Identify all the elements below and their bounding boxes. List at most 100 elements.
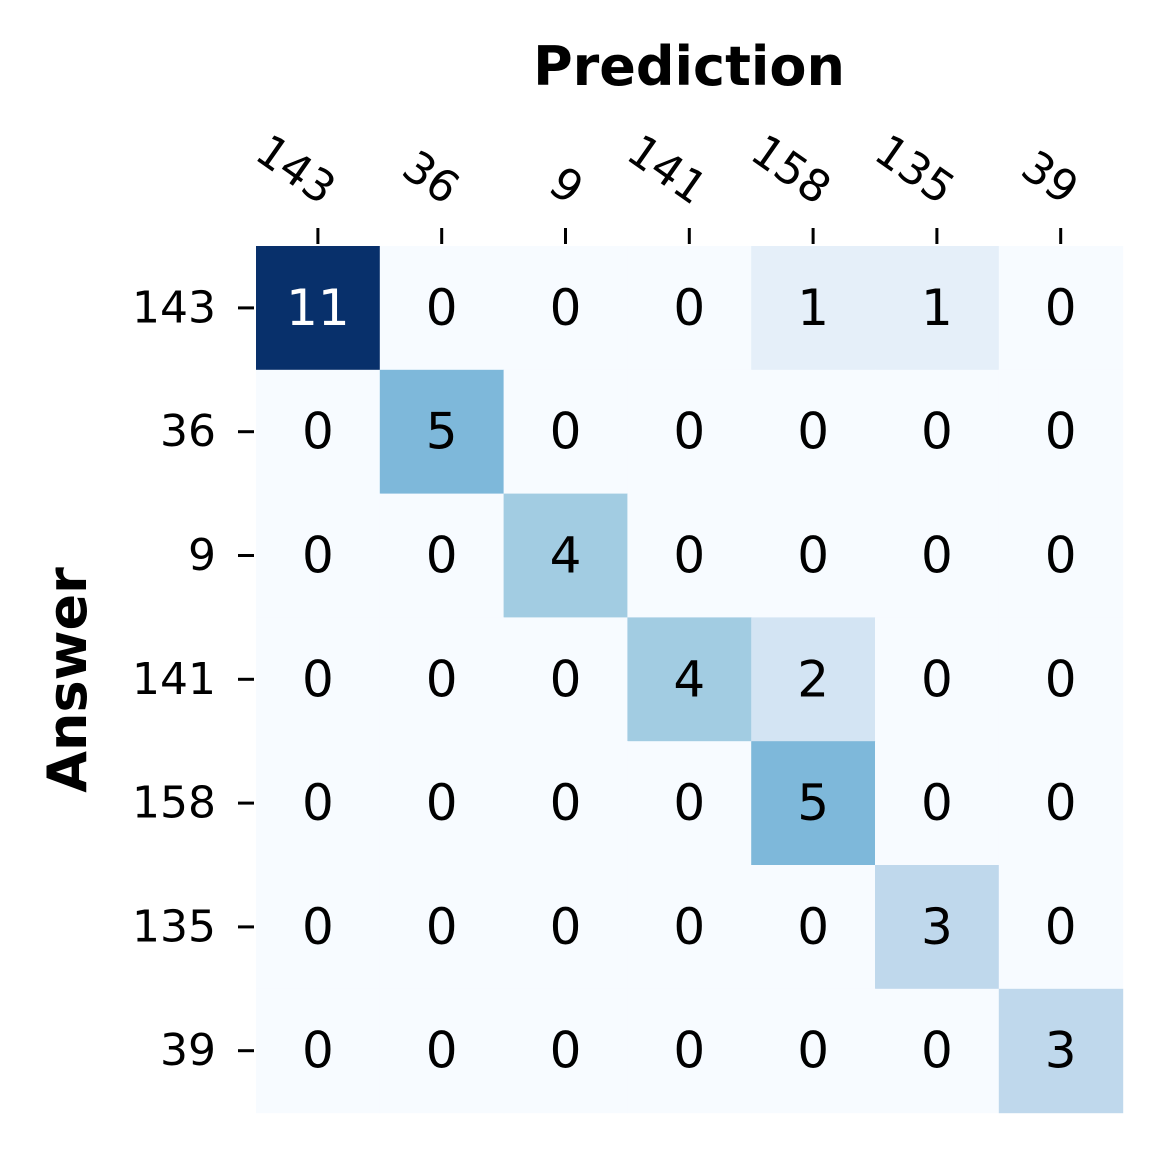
y-tick-label: 143 xyxy=(132,282,216,333)
heatmap-cell xyxy=(627,493,752,618)
heatmap-cell xyxy=(379,865,505,990)
heatmap-cell xyxy=(256,617,381,742)
cell-value-label: 0 xyxy=(797,527,829,585)
heatmap-cell xyxy=(751,369,876,495)
cell-value-label: 5 xyxy=(426,403,458,461)
cell-value-label: 0 xyxy=(426,650,458,708)
heatmap-cells xyxy=(256,246,1124,1114)
heatmap-cell xyxy=(998,246,1124,371)
heatmap-cell xyxy=(627,988,752,1114)
cell-value-label: 0 xyxy=(426,527,458,585)
heatmap-cell xyxy=(256,741,381,866)
heatmap-cell xyxy=(998,493,1124,618)
heatmap-cell xyxy=(998,988,1124,1114)
heatmap-cell xyxy=(503,617,628,742)
y-tick-label: 39 xyxy=(160,1025,216,1076)
heatmap-cell xyxy=(256,493,381,618)
cell-value-label: 0 xyxy=(1045,279,1077,337)
cell-value-label: 11 xyxy=(286,279,350,337)
heatmap-cell xyxy=(503,865,628,990)
cell-value-label: 0 xyxy=(550,403,582,461)
cell-value-label: 0 xyxy=(550,774,582,832)
heatmap-cell xyxy=(627,246,752,371)
cell-value-label: 0 xyxy=(550,279,582,337)
cell-value-label: 0 xyxy=(302,898,334,956)
cell-value-label: 0 xyxy=(302,1022,334,1080)
heatmap-cell xyxy=(875,988,1000,1114)
heatmap-cell xyxy=(379,246,505,371)
cell-value-label: 0 xyxy=(673,898,705,956)
heatmap-cell xyxy=(998,617,1124,742)
cell-value-label: 3 xyxy=(921,898,953,956)
heatmap-cell xyxy=(875,617,1000,742)
cell-value-label: 0 xyxy=(797,1022,829,1080)
y-axis-ticks: 143 36 9 141 158 135 39 xyxy=(132,282,254,1076)
heatmap-cell xyxy=(998,369,1124,495)
cell-value-label: 0 xyxy=(550,650,582,708)
heatmap-cell xyxy=(751,246,876,371)
heatmap-cell xyxy=(751,988,876,1114)
cell-value-label: 0 xyxy=(1045,898,1077,956)
x-tick-label: 158 xyxy=(742,125,840,215)
cell-value-label: 0 xyxy=(921,527,953,585)
cell-value-label: 0 xyxy=(921,1022,953,1080)
cell-value-label: 0 xyxy=(302,527,334,585)
x-tick-label: 36 xyxy=(393,141,468,215)
heatmap-cell xyxy=(379,369,505,495)
heatmap-cell xyxy=(875,369,1000,495)
cell-value-label: 0 xyxy=(673,527,705,585)
cell-value-label: 0 xyxy=(797,898,829,956)
cell-value-label: 0 xyxy=(302,774,334,832)
cell-value-label: 3 xyxy=(1045,1022,1077,1080)
cell-value-label: 0 xyxy=(921,403,953,461)
cell-value-label: 0 xyxy=(1045,403,1077,461)
heatmap-cell xyxy=(998,865,1124,990)
heatmap-cell xyxy=(627,369,752,495)
y-tick-label: 141 xyxy=(132,654,216,705)
x-axis-ticks: 143 36 9 141 158 135 39 xyxy=(246,125,1087,244)
x-tick-label: 135 xyxy=(865,125,963,215)
cell-value-label: 0 xyxy=(673,279,705,337)
cell-value-label: 1 xyxy=(921,279,953,337)
cell-value-label: 2 xyxy=(797,650,829,708)
cell-value-label: 0 xyxy=(426,898,458,956)
y-tick-label: 36 xyxy=(160,406,216,457)
heatmap-cell xyxy=(503,246,628,371)
cell-value-label: 1 xyxy=(797,279,829,337)
x-tick-label: 141 xyxy=(618,125,716,215)
heatmap-cell xyxy=(379,493,505,618)
heatmap-cell xyxy=(256,369,381,495)
heatmap-cell xyxy=(875,741,1000,866)
cell-value-label: 0 xyxy=(302,650,334,708)
heatmap-cell xyxy=(627,617,752,742)
cell-value-label: 0 xyxy=(1045,650,1077,708)
y-tick-label: 9 xyxy=(188,530,216,581)
cell-value-label: 4 xyxy=(550,527,582,585)
x-tick-label: 143 xyxy=(246,125,344,215)
cell-value-label: 0 xyxy=(921,774,953,832)
cell-value-label: 0 xyxy=(302,403,334,461)
y-axis-title: Answer xyxy=(36,567,99,793)
y-tick-label: 135 xyxy=(132,901,216,952)
heatmap-cell xyxy=(751,493,876,618)
heatmap-cell xyxy=(875,246,1000,371)
cell-value-label: 0 xyxy=(550,1022,582,1080)
heatmap-cell xyxy=(875,865,1000,990)
heatmap-cell xyxy=(256,988,381,1114)
cell-value-label: 0 xyxy=(797,403,829,461)
cell-value-label: 0 xyxy=(921,650,953,708)
cell-value-label: 5 xyxy=(797,774,829,832)
cell-value-label: 0 xyxy=(426,1022,458,1080)
heatmap-cell xyxy=(627,865,752,990)
heatmap-cell xyxy=(256,865,381,990)
cell-value-label: 4 xyxy=(673,650,705,708)
heatmap-cell xyxy=(379,741,505,866)
heatmap-cell xyxy=(998,741,1124,866)
heatmap-cell xyxy=(379,617,505,742)
heatmap-cell xyxy=(503,741,628,866)
heatmap-cell xyxy=(503,493,628,618)
heatmap-cell xyxy=(379,988,505,1114)
heatmap-cell xyxy=(751,617,876,742)
heatmap-cell-labels: 11 0 0 0 1 1 00 5 0 0 0 0 00 0 4 0 0 0 00 0 0 4 2 0 00 0 0 0 5 0 00 0 0 0… xyxy=(286,279,1077,1080)
